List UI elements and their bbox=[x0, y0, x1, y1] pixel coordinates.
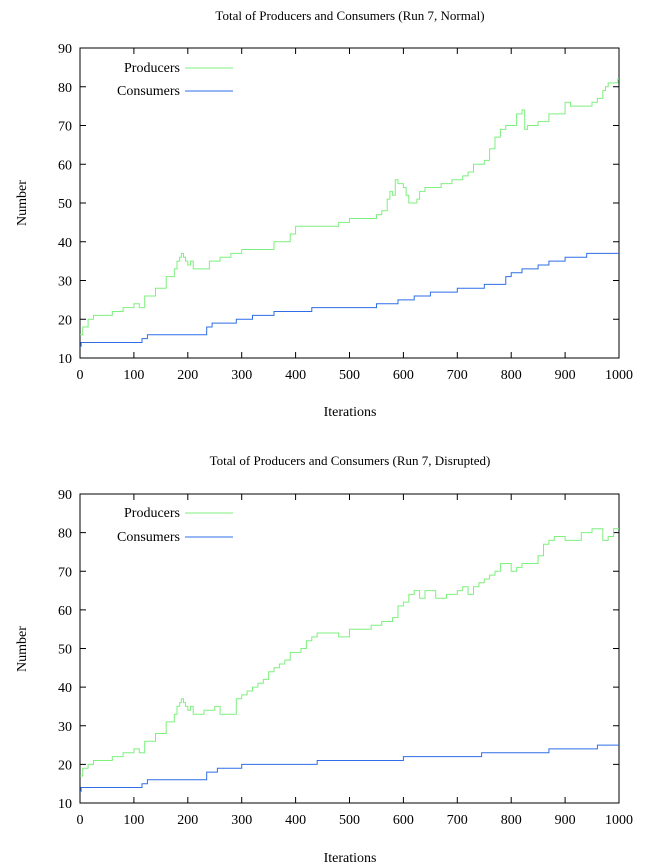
y-tick-label: 60 bbox=[58, 158, 72, 173]
x-tick-label: 800 bbox=[501, 368, 522, 383]
x-tick-label: 700 bbox=[447, 368, 468, 383]
x-tick-label: 200 bbox=[177, 368, 198, 383]
y-tick-label: 80 bbox=[58, 81, 72, 96]
x-tick-label: 500 bbox=[339, 368, 360, 383]
series-line-consumers bbox=[80, 744, 619, 792]
chart-normal: Total of Producers and Consumers (Run 7,… bbox=[15, 8, 633, 420]
x-tick-label: 1000 bbox=[605, 813, 633, 828]
y-tick-label: 80 bbox=[58, 527, 72, 542]
y-tick-label: 10 bbox=[58, 797, 72, 812]
x-tick-label: 500 bbox=[339, 813, 360, 828]
y-tick-label: 50 bbox=[58, 643, 72, 658]
y-tick-label: 70 bbox=[58, 120, 72, 135]
y-axis-label: Number bbox=[15, 626, 30, 672]
x-tick-label: 600 bbox=[393, 368, 414, 383]
y-tick-label: 90 bbox=[58, 42, 72, 57]
x-tick-label: 0 bbox=[77, 813, 84, 828]
x-tick-label: 100 bbox=[123, 368, 144, 383]
chart-disrupted: Total of Producers and Consumers (Run 7,… bbox=[15, 453, 633, 866]
series-group bbox=[80, 78, 619, 347]
x-axis-label: Iterations bbox=[324, 405, 377, 420]
legend-label-consumers: Consumers bbox=[117, 530, 180, 545]
y-tick-label: 70 bbox=[58, 565, 72, 580]
y-tick-label: 30 bbox=[58, 275, 72, 290]
y-tick-label: 20 bbox=[58, 313, 72, 328]
x-tick-label: 0 bbox=[77, 368, 84, 383]
series-line-consumers bbox=[80, 252, 619, 347]
x-tick-label: 100 bbox=[123, 813, 144, 828]
y-tick-label: 50 bbox=[58, 197, 72, 212]
legend-label-consumers: Consumers bbox=[117, 84, 180, 99]
series-line-producers bbox=[80, 78, 619, 336]
y-tick-label: 30 bbox=[58, 720, 72, 735]
x-tick-label: 400 bbox=[285, 813, 306, 828]
tick-group: 0 100 200 300 400 500 600 700 800 900 1000 10 20 30 40… bbox=[58, 488, 633, 828]
y-axis-label: Number bbox=[15, 180, 30, 226]
x-tick-label: 700 bbox=[447, 813, 468, 828]
x-tick-label: 300 bbox=[231, 368, 252, 383]
x-tick-label: 400 bbox=[285, 368, 306, 383]
x-tick-label: 900 bbox=[555, 813, 576, 828]
legend: Producers Consumers bbox=[117, 61, 233, 99]
x-tick-label: 1000 bbox=[605, 368, 633, 383]
series-group bbox=[80, 528, 619, 792]
y-tick-label: 20 bbox=[58, 758, 72, 773]
y-tick-label: 40 bbox=[58, 236, 72, 251]
x-tick-label: 200 bbox=[177, 813, 198, 828]
tick-group: 0 100 200 300 400 500 600 700 800 900 1000 10 20 30 40… bbox=[58, 42, 633, 383]
legend-label-producers: Producers bbox=[124, 506, 180, 521]
legend: Producers Consumers bbox=[117, 506, 233, 545]
x-tick-label: 900 bbox=[555, 368, 576, 383]
series-line-producers bbox=[80, 528, 619, 777]
y-tick-label: 40 bbox=[58, 681, 72, 696]
chart-title: Total of Producers and Consumers (Run 7,… bbox=[210, 453, 491, 468]
legend-label-producers: Producers bbox=[124, 61, 180, 76]
x-axis-label: Iterations bbox=[324, 851, 377, 866]
x-tick-label: 800 bbox=[501, 813, 522, 828]
chart-title: Total of Producers and Consumers (Run 7,… bbox=[215, 8, 484, 23]
y-tick-label: 60 bbox=[58, 604, 72, 619]
y-tick-label: 90 bbox=[58, 488, 72, 503]
x-tick-label: 300 bbox=[231, 813, 252, 828]
x-tick-label: 600 bbox=[393, 813, 414, 828]
y-tick-label: 10 bbox=[58, 352, 72, 367]
